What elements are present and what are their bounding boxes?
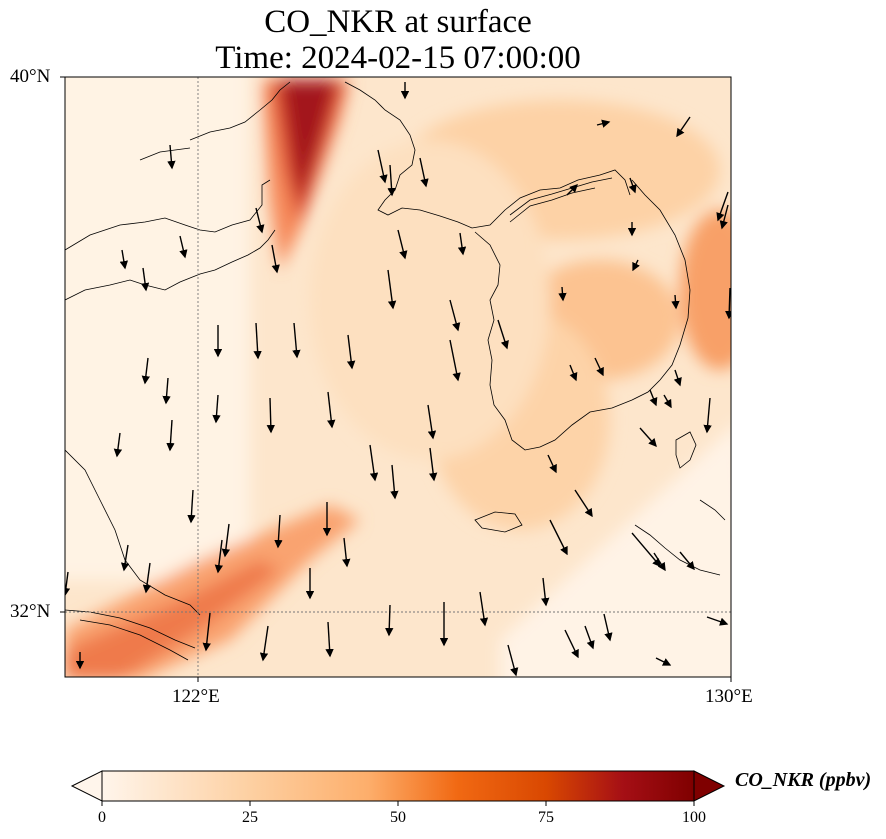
wind-arrow — [703, 397, 712, 434]
wind-arrow — [327, 391, 336, 429]
colorbar-tick-0: 0 — [98, 809, 106, 826]
wind-arrow — [663, 394, 672, 409]
wind-arrow — [449, 299, 461, 332]
wind-arrow — [428, 447, 438, 482]
wind-arrow — [706, 616, 729, 626]
wind-arrow — [387, 164, 396, 197]
map-time-subtitle: Time: 2024-02-15 07:00:00 — [215, 40, 581, 76]
colorbar-max-extend — [693, 770, 726, 802]
wind-arrow — [558, 286, 567, 302]
lat-label-40n: 40°N — [10, 66, 51, 87]
wind-arrow — [377, 149, 388, 184]
wind-arrow — [457, 232, 467, 256]
colorbar-tick-50: 50 — [390, 809, 406, 826]
wind-arrow — [266, 397, 275, 434]
wind-arrow — [649, 389, 658, 407]
wind-arrow — [179, 235, 188, 259]
wind-arrow — [479, 591, 489, 627]
lon-label-130e: 130°E — [705, 686, 753, 707]
wind-arrow — [274, 514, 283, 549]
wind-arrow — [594, 357, 604, 377]
wind-arrow — [547, 454, 557, 474]
lon-label-122e: 122°E — [172, 686, 220, 707]
wind-arrow — [569, 364, 578, 382]
colorbar-min-extend — [70, 770, 103, 802]
wind-arrow — [541, 577, 550, 607]
wind-arrow — [162, 377, 171, 405]
concentration-field — [65, 77, 731, 677]
axis-ticks — [60, 76, 732, 682]
colorbar-gradient — [101, 770, 695, 802]
wind-arrow — [325, 621, 334, 658]
colorbar-tick-25: 25 — [242, 809, 258, 826]
wind-arrow — [628, 177, 637, 194]
wind-arrow — [142, 562, 152, 594]
wind-arrow — [292, 322, 301, 359]
wind-arrow — [214, 539, 224, 574]
colorbar-tick-100: 100 — [682, 809, 706, 826]
wind-arrow — [397, 229, 408, 260]
wind-arrow — [676, 116, 691, 138]
wind-arrow — [574, 489, 593, 518]
wind-arrow — [549, 519, 568, 556]
wind-arrow — [255, 207, 265, 234]
wind-arrow — [166, 419, 175, 452]
wind-arrow — [346, 334, 356, 370]
wind-arrow — [342, 537, 351, 568]
colorbar-tick-75: 75 — [538, 809, 554, 826]
wind-arrow — [187, 489, 196, 524]
wind-arrow — [566, 184, 578, 196]
wind-arrow — [679, 551, 695, 571]
map-title: CO_NKR at surface — [264, 4, 532, 40]
colorbar — [70, 770, 726, 806]
wind-arrow — [387, 269, 397, 310]
wind-arrow — [449, 339, 461, 382]
wind-arrow — [655, 657, 672, 666]
wind-arrow — [167, 144, 176, 170]
map-frame — [64, 76, 732, 678]
wind-arrow — [603, 613, 613, 642]
wind-arrow — [719, 204, 729, 230]
wind-arrow — [631, 532, 661, 568]
wind-arrow — [632, 259, 640, 272]
wind-arrow — [212, 394, 221, 424]
wind-arrow — [202, 612, 211, 652]
colorbar-ticks — [101, 801, 695, 806]
wind-arrow — [653, 552, 666, 572]
wind-arrow — [419, 157, 429, 188]
wind-arrow — [673, 369, 682, 387]
wind-arrow — [390, 464, 399, 500]
wind-arrow — [141, 357, 151, 385]
wind-arrow — [140, 267, 150, 292]
wind-arrow — [639, 427, 657, 448]
wind-arrow — [584, 625, 595, 650]
wind-arrow — [271, 244, 280, 274]
wind-arrow — [716, 191, 729, 222]
wind-arrow — [120, 544, 130, 572]
wind-arrow — [671, 294, 680, 310]
colorbar-title: CO_NKR (ppbv) — [735, 769, 872, 791]
wind-arrow — [253, 322, 262, 360]
wind-arrow — [221, 523, 231, 558]
wind-arrow — [385, 604, 394, 637]
wind-arrow — [119, 249, 128, 270]
coastlines — [65, 81, 726, 661]
wind-arrow — [369, 444, 379, 482]
lat-label-32n: 32°N — [10, 601, 51, 622]
wind-arrow — [725, 287, 731, 320]
wind-arrow — [507, 644, 519, 677]
wind-arrow — [596, 119, 611, 128]
wind-arrow — [427, 404, 437, 440]
wind-arrow — [113, 432, 123, 458]
wind-arrow — [497, 319, 509, 350]
wind-arrow — [564, 629, 579, 659]
wind-vectors — [65, 82, 731, 677]
gridlines — [65, 77, 731, 677]
wind-arrow — [259, 625, 269, 662]
